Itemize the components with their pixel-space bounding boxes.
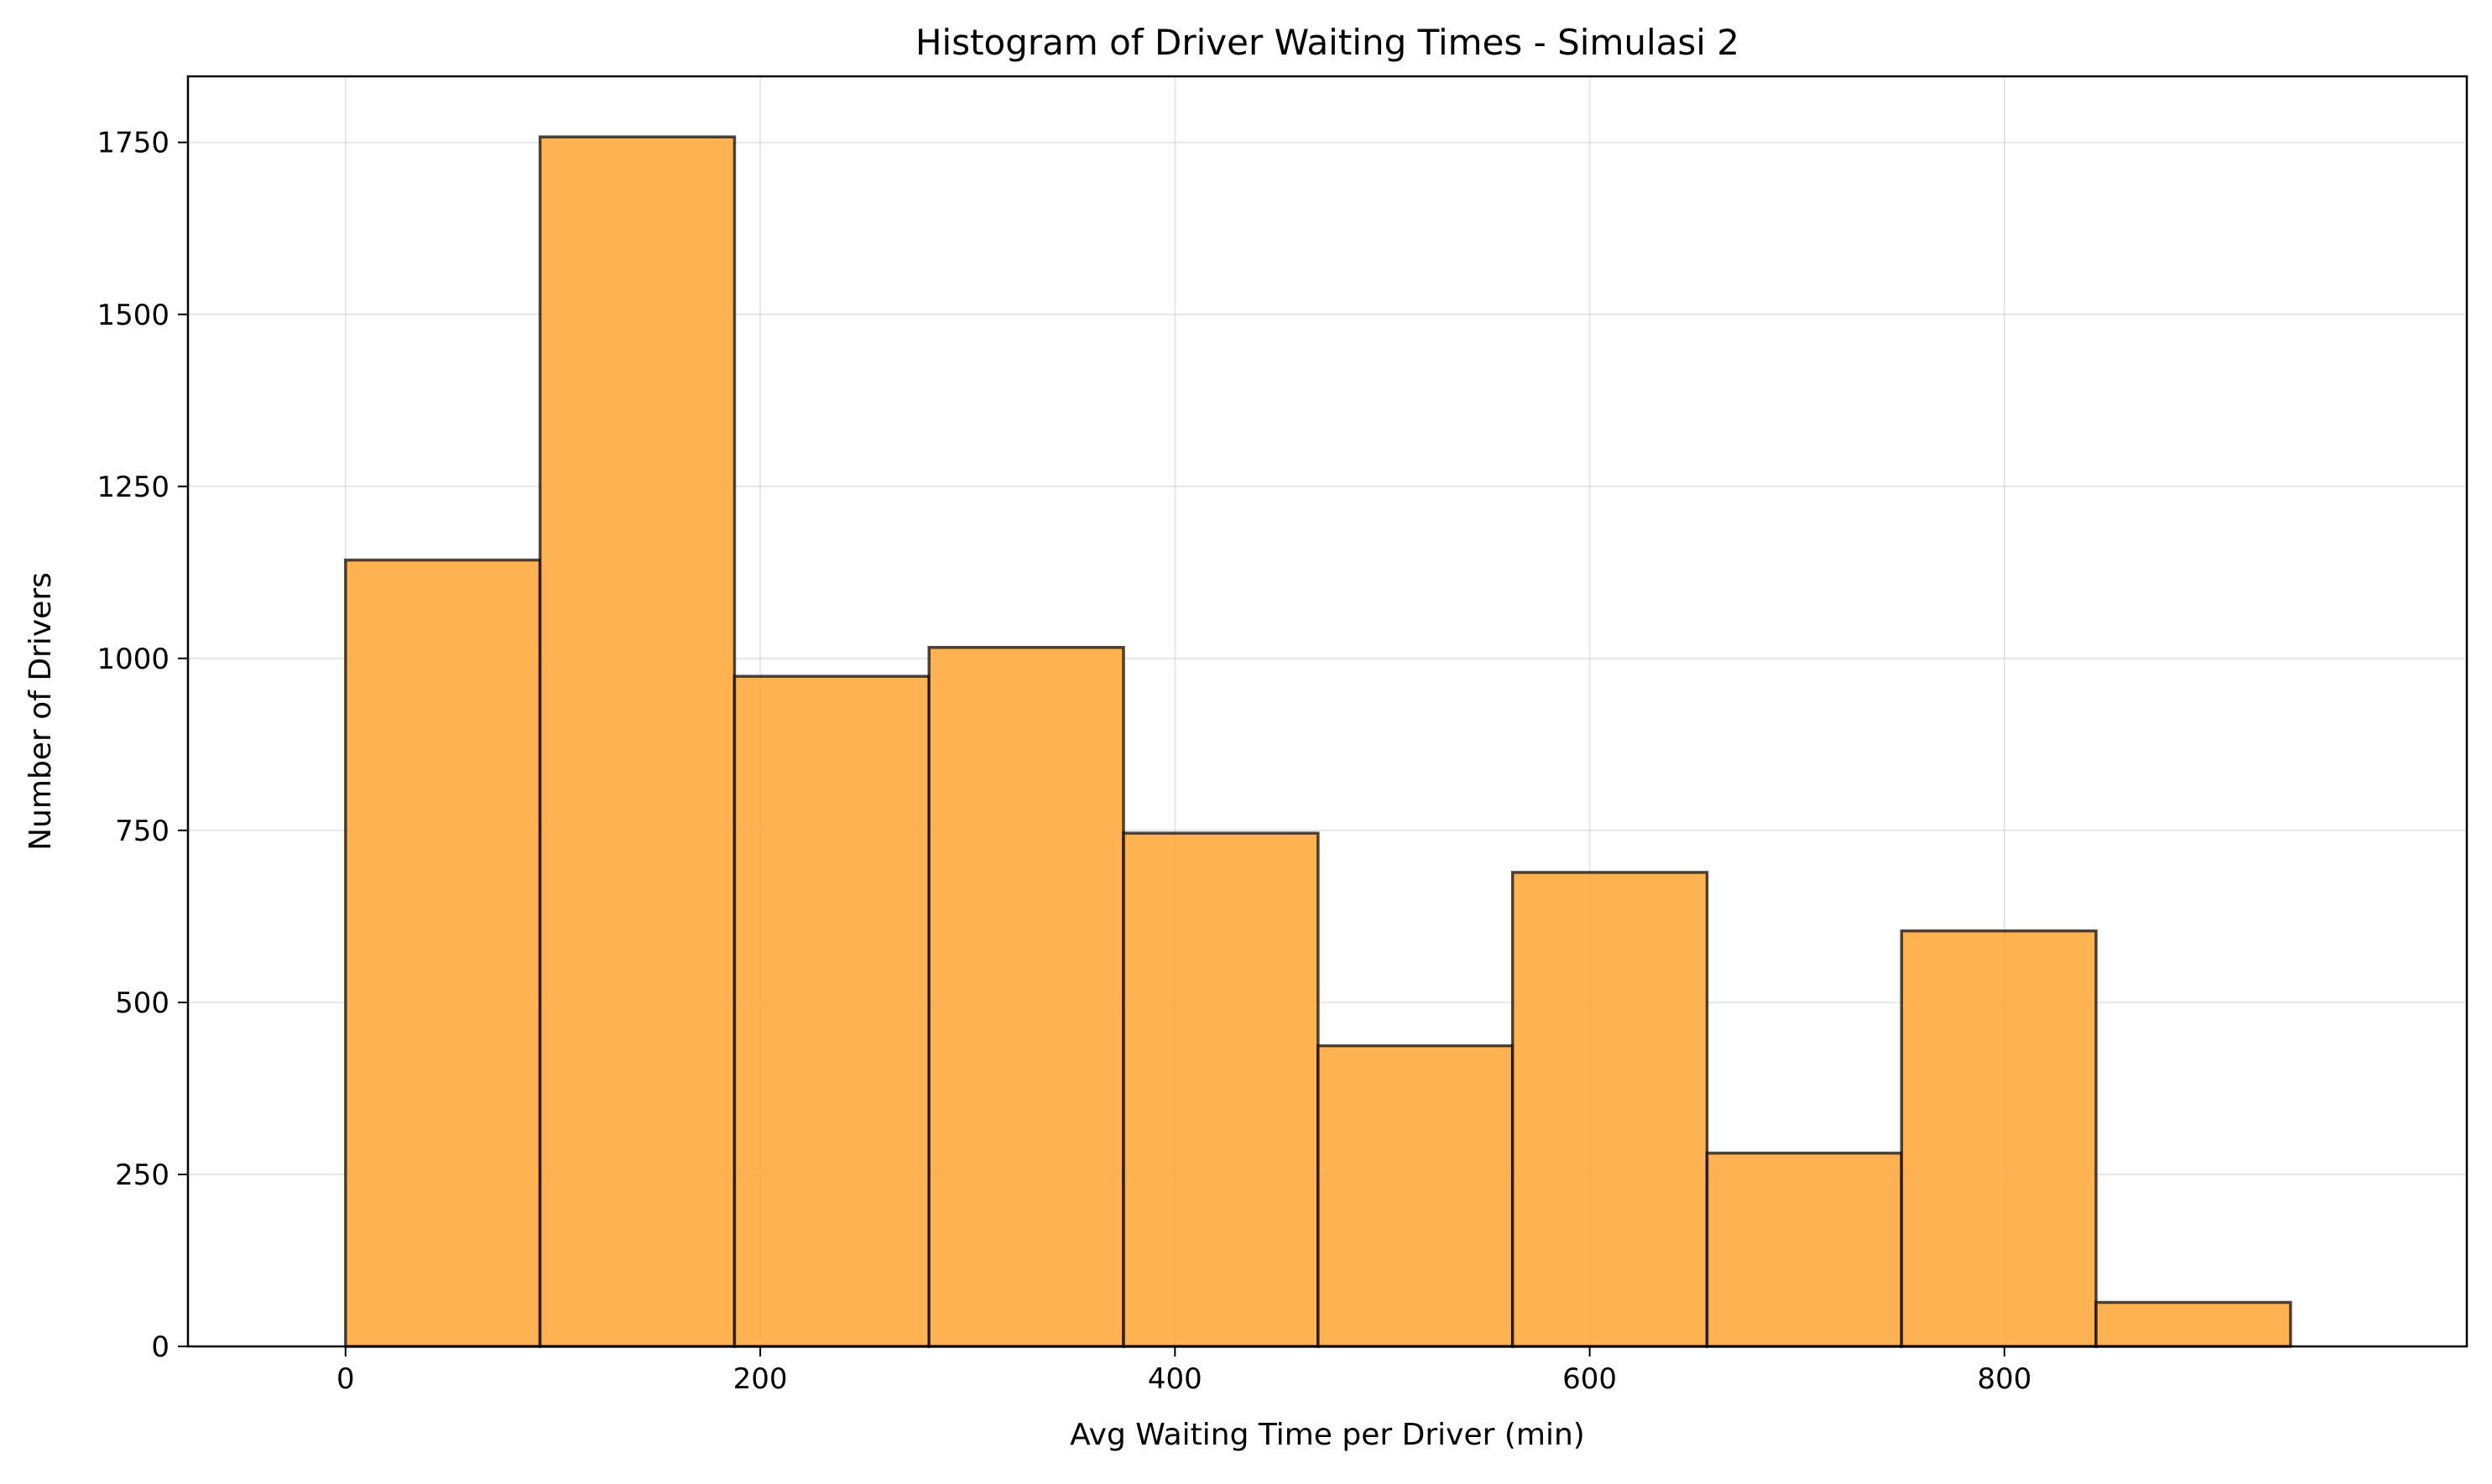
x-tick-label: 0 [336, 1362, 355, 1396]
y-tick-label: 1750 [96, 127, 169, 160]
x-tick-label: 400 [1148, 1362, 1202, 1396]
chart-title: Histogram of Driver Waiting Times - Simu… [915, 22, 1739, 63]
ticks-layer: 0 200 400 600 800 0 250 500 750 1000 1250 1500 1750 [96, 127, 2031, 1396]
y-tick-label: 1500 [96, 299, 169, 332]
y-tick-label: 1000 [96, 643, 169, 676]
x-tick-label: 600 [1562, 1362, 1617, 1396]
y-axis-label: Number of Drivers [23, 572, 58, 851]
histogram-bar [538, 135, 737, 1348]
x-tick-label: 800 [1977, 1362, 2031, 1396]
y-tick-label: 1250 [96, 471, 169, 504]
histogram-bar [1316, 1044, 1514, 1348]
bars-layer [344, 135, 2292, 1348]
y-tick-label: 750 [115, 815, 169, 848]
y-tick-label: 500 [115, 987, 169, 1020]
histogram-bar [927, 645, 1125, 1348]
histogram-bar [344, 558, 542, 1348]
axes-frame [186, 75, 2469, 1348]
histogram-bar [1900, 929, 2098, 1348]
y-tick-label: 0 [151, 1330, 169, 1364]
x-tick-label: 200 [733, 1362, 788, 1396]
histogram-bar [732, 674, 931, 1348]
histogram-bar [1510, 871, 1709, 1348]
histogram-bar [1122, 831, 1320, 1348]
histogram-bar [2094, 1300, 2292, 1348]
y-tick-label: 250 [115, 1159, 169, 1192]
histogram-bar [1705, 1151, 1904, 1348]
x-axis-label: Avg Waiting Time per Driver (min) [1070, 1418, 1585, 1452]
